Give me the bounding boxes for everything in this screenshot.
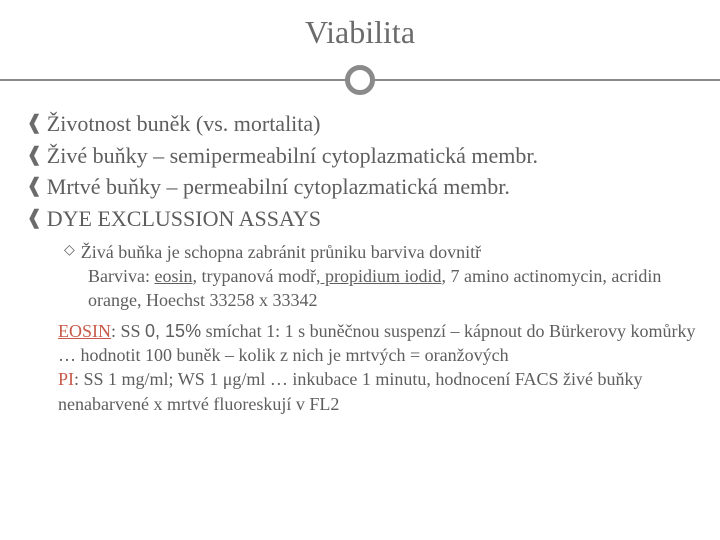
bullet-marker-icon: ❰ xyxy=(26,141,43,169)
sub-bullet-text: Živá buňka je schopna zabránit průniku b… xyxy=(81,240,481,264)
title-divider xyxy=(0,61,720,101)
bullet-item: ❰ Živé buňky – semipermeabilní cytoplazm… xyxy=(26,141,700,171)
sub2-mid: , trypanová modř xyxy=(192,266,315,286)
content-area: ❰ Životnost buněk (vs. mortalita) ❰ Živé… xyxy=(0,109,720,416)
bullet-text: Živé buňky – semipermeabilní cytoplazmat… xyxy=(47,141,700,171)
bullet-text: Mrtvé buňky – permeabilní cytoplazmatick… xyxy=(47,172,700,202)
divider-circle-icon xyxy=(345,65,375,95)
bullet-text: DYE EXCLUSSION ASSAYS xyxy=(47,204,700,234)
bullet-item: ❰ Životnost buněk (vs. mortalita) xyxy=(26,109,700,139)
pi-block: PI: SS 1 mg/ml; WS 1 μg/ml … inkubace 1 … xyxy=(26,367,700,416)
pi-label: PI xyxy=(58,369,74,389)
sub2-underline: , propidium iodid xyxy=(316,266,442,286)
bullet-marker-icon: ❰ xyxy=(26,172,43,200)
eosin-text: : SS xyxy=(111,321,145,341)
slide-title: Viabilita xyxy=(0,14,720,51)
bullet-item: ❰ DYE EXCLUSSION ASSAYS xyxy=(26,204,700,234)
eosin-label: EOSIN xyxy=(58,321,111,341)
eosin-mono: 0, 15% xyxy=(145,321,201,341)
slide: Viabilita ❰ Životnost buněk (vs. mortali… xyxy=(0,0,720,540)
pi-text: : SS 1 mg/ml; WS 1 μg/ml … inkubace 1 mi… xyxy=(58,369,643,413)
bullet-text: Životnost buněk (vs. mortalita) xyxy=(47,109,700,139)
sub2-underline: eosin xyxy=(154,266,192,286)
sub2-pre: Barviva: xyxy=(88,266,154,286)
sub-bullet-item: ◇ Živá buňka je schopna zabránit průniku… xyxy=(64,240,700,264)
sub2-text: Barviva: eosin, trypanová modř, propidiu… xyxy=(26,264,700,313)
sub-bullet-block: ◇ Živá buňka je schopna zabránit průniku… xyxy=(26,240,700,264)
sub-bullet-marker-icon: ◇ xyxy=(64,240,75,262)
bullet-item: ❰ Mrtvé buňky – permeabilní cytoplazmati… xyxy=(26,172,700,202)
eosin-block: EOSIN: SS 0, 15% smíchat 1: 1 s buněčnou… xyxy=(26,319,700,368)
bullet-marker-icon: ❰ xyxy=(26,204,43,232)
bullet-marker-icon: ❰ xyxy=(26,109,43,137)
